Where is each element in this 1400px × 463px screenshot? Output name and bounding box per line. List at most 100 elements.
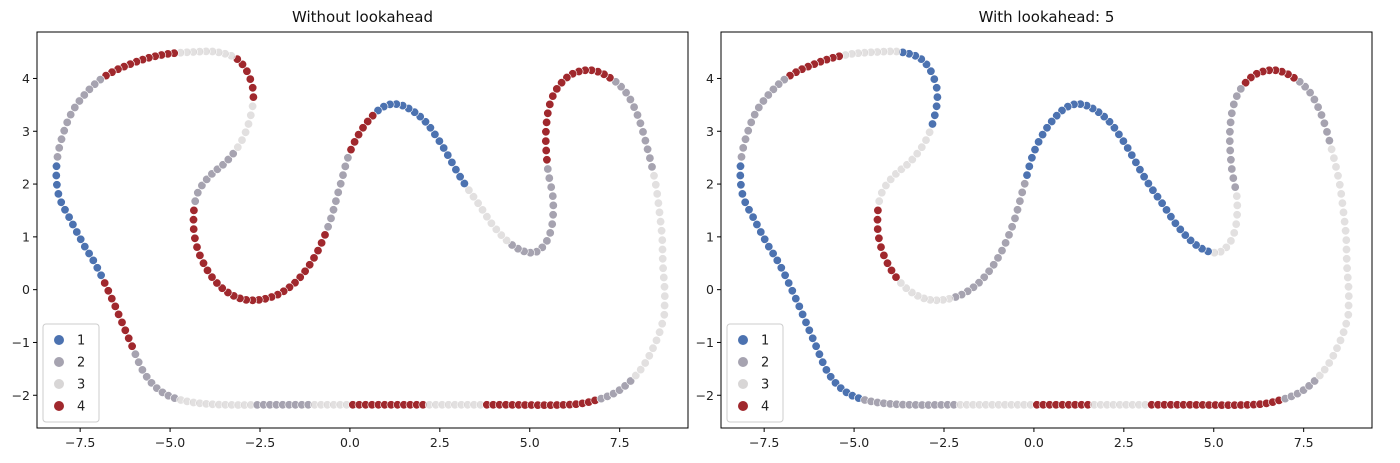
- scatter-point: [984, 266, 994, 276]
- scatter-point: [486, 218, 496, 228]
- scatter-point: [1324, 136, 1334, 146]
- scatter-point: [1180, 230, 1190, 240]
- chart-title: Without lookahead: [292, 8, 433, 26]
- y-tick-label: 0: [706, 282, 714, 297]
- scatter-point: [651, 335, 661, 345]
- scatter-point: [640, 358, 650, 368]
- scatter-point: [1230, 182, 1240, 192]
- scatter-point: [190, 196, 200, 206]
- x-tick-label: −7.5: [749, 435, 779, 450]
- scatter-point: [107, 294, 117, 304]
- scatter-point: [1232, 191, 1242, 201]
- x-tick-label: −5.0: [155, 435, 185, 450]
- scatter-point: [1310, 376, 1320, 386]
- legend-marker: [738, 401, 748, 411]
- scatter-point: [343, 153, 353, 163]
- scatter-point: [346, 145, 356, 155]
- scatter-point: [632, 110, 642, 120]
- scatter-point: [780, 270, 790, 280]
- scatter-point: [52, 152, 62, 162]
- scatter-point: [979, 272, 989, 282]
- scatter-point: [1157, 198, 1167, 208]
- scatter-point: [1007, 222, 1017, 232]
- scatter-point: [647, 162, 657, 172]
- legend-box: [42, 323, 100, 423]
- scatter-point: [631, 370, 641, 380]
- y-tick-label: 4: [706, 71, 714, 86]
- scatter-point: [750, 110, 760, 120]
- legend: 1 2 3 4: [42, 323, 100, 423]
- scatter-point: [1127, 150, 1137, 160]
- scatter-point: [1004, 230, 1014, 240]
- scatter-point: [1337, 198, 1347, 208]
- scatter-point: [142, 372, 152, 382]
- scatter-point: [1227, 108, 1237, 118]
- scatter-point: [233, 142, 243, 152]
- scatter-point: [625, 95, 635, 105]
- x-tick-label: −7.5: [65, 435, 95, 450]
- scatter-point: [338, 170, 348, 180]
- legend-marker: [54, 357, 64, 367]
- scatter-point: [451, 165, 461, 175]
- scatter-point: [735, 171, 745, 181]
- scatter-point: [546, 182, 556, 192]
- scatter-point: [430, 129, 440, 139]
- scatter-point: [811, 341, 821, 351]
- scatter-point: [189, 215, 199, 225]
- scatter-point: [72, 227, 82, 237]
- scatter-point: [653, 198, 663, 208]
- scatter-point: [638, 127, 648, 137]
- scatter-point: [502, 235, 512, 245]
- scatter-point: [544, 173, 554, 183]
- scatter-point: [1024, 161, 1034, 171]
- scatter-point: [1027, 153, 1037, 163]
- legend-box: [726, 323, 784, 423]
- scatter-point: [872, 215, 882, 225]
- scatter-point: [248, 92, 258, 102]
- scatter-point: [1339, 207, 1349, 217]
- scatter-point: [336, 179, 346, 189]
- scatter-point: [74, 96, 84, 106]
- scatter-point: [425, 123, 435, 133]
- scatter-points: [735, 46, 1354, 410]
- scatter-point: [76, 234, 86, 244]
- scatter-point: [245, 74, 255, 84]
- scatter-point: [202, 174, 212, 184]
- scatter-point: [740, 197, 750, 207]
- scatter-point: [320, 230, 330, 240]
- scatter-point: [244, 119, 254, 129]
- scatter-point: [547, 219, 557, 229]
- scatter-point: [648, 343, 658, 353]
- scatter-point: [1342, 254, 1352, 264]
- scatter-point: [1034, 137, 1044, 147]
- scatter-point: [1341, 235, 1351, 245]
- x-tick-label: 7.5: [610, 435, 630, 450]
- scatter-point: [130, 349, 140, 359]
- scatter-point: [300, 266, 310, 276]
- legend-label: 1: [77, 334, 85, 349]
- scatter-point: [659, 272, 669, 282]
- scatter-point: [1340, 217, 1350, 227]
- scatter-point: [1225, 136, 1235, 146]
- scatter-point: [1335, 180, 1345, 190]
- scatter-point: [1315, 370, 1325, 380]
- x-tick-label: 2.5: [430, 435, 450, 450]
- scatter-point: [199, 258, 209, 268]
- axes-frame: [36, 31, 689, 429]
- scatter-point: [763, 90, 773, 100]
- x-tick-label: 2.5: [1114, 435, 1134, 450]
- scatter-point: [1324, 358, 1334, 368]
- x-tick-label: 0.0: [340, 435, 360, 450]
- scatter-point: [60, 205, 70, 215]
- scatter-point: [228, 149, 238, 159]
- scatter-point: [59, 126, 69, 136]
- y-tick-label: −1: [696, 335, 714, 350]
- scatter-point: [896, 278, 906, 288]
- scatter-point: [1143, 179, 1153, 189]
- scatter-point: [932, 92, 942, 102]
- scatter-point: [241, 127, 251, 137]
- scatter-point: [1226, 236, 1236, 246]
- x-tick-label: −5.0: [839, 435, 869, 450]
- scatter-point: [545, 228, 555, 238]
- scatter-point: [636, 365, 646, 375]
